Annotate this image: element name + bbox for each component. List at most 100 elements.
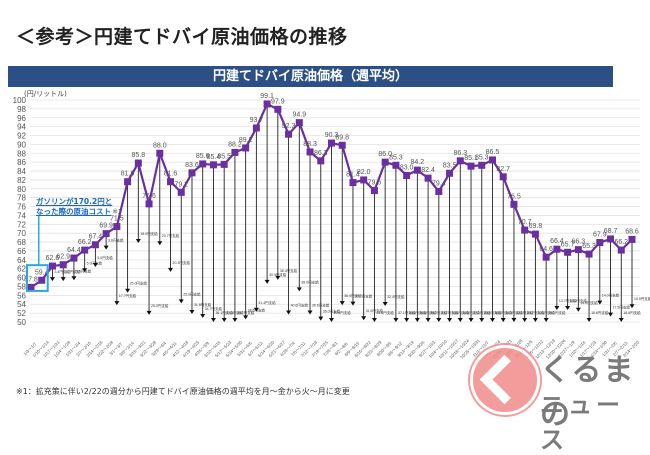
data-point [499, 173, 507, 181]
data-label: 86.3 [314, 150, 328, 157]
data-point [59, 261, 67, 269]
subsidy-arrow-head [296, 287, 302, 292]
data-point [510, 200, 518, 208]
callout-line-2: なった際の原油コスト [36, 207, 111, 216]
data-point [370, 187, 378, 195]
subsidy-arrow-head [436, 318, 442, 322]
subsidy-label: 3.4円支給 [54, 269, 70, 274]
y-tick-label: 90 [17, 140, 26, 149]
data-point [48, 262, 56, 270]
data-label: 83.5 [443, 162, 457, 169]
data-label: 86.5 [486, 149, 500, 156]
data-point [91, 241, 99, 249]
logo-text-line1: くるまの [540, 353, 636, 432]
data-label: 81.4 [346, 172, 360, 179]
data-label: 81.6 [164, 171, 178, 178]
highlight-box [26, 264, 49, 292]
subsidy-label: 17.7円支給 [119, 293, 137, 298]
data-label: 65.3 [582, 243, 596, 250]
subsidy-arrow-head [329, 318, 334, 322]
y-tick-label: 94 [17, 123, 26, 132]
subsidy-arrow-head [350, 301, 356, 306]
data-point [81, 246, 89, 254]
data-label: 71.5 [110, 216, 124, 223]
data-point [360, 176, 368, 184]
subsidy-arrow-head [200, 314, 206, 319]
subsidy-arrow-head [103, 245, 109, 250]
page-title: ＜参考＞円建てドバイ原油価格の推移 [16, 26, 348, 48]
subsidy-label: 40.6円支給 [334, 310, 352, 315]
data-point [488, 156, 496, 164]
data-label: 89.8 [335, 134, 349, 141]
subsidy-arrow-head [629, 304, 635, 309]
data-point [209, 161, 217, 169]
data-label: 67.9 [593, 232, 607, 239]
callout-annotation: ガソリンが170.2円と なった際の原油コスト [36, 197, 112, 217]
logo-circle [470, 345, 540, 415]
subsidy-arrow-head [618, 318, 624, 322]
y-tick-label: 80 [17, 185, 26, 194]
subsidy-label: 33.6円支給 [376, 310, 394, 315]
data-point [102, 230, 110, 238]
y-tick-label: 70 [17, 229, 26, 238]
subsidy-arrow-head [253, 307, 259, 312]
data-label: 66.4 [550, 238, 564, 245]
y-tick-label: 74 [17, 211, 26, 220]
subsidy-arrow-head [307, 310, 313, 315]
data-point [199, 160, 207, 168]
subsidy-arrow-head [608, 312, 614, 317]
data-point [38, 276, 46, 284]
data-label: 70.7 [518, 219, 532, 226]
y-tick-label: 86 [17, 158, 26, 167]
subsidy-arrow-head [361, 316, 367, 321]
chevron-left-icon [479, 354, 530, 405]
subsidy-arrow-head [586, 318, 592, 322]
data-label: 90.3 [325, 132, 339, 139]
subsidy-arrow-head [189, 310, 195, 315]
subsidy-arrow-head [264, 279, 270, 284]
subsidy-label: 5.0円支給 [97, 255, 113, 260]
subsidy-arrow-head [597, 300, 603, 305]
subsidy-label: 18.7円支給 [548, 310, 566, 315]
subsidy-arrow-head [468, 318, 474, 322]
data-label: 64.6 [539, 246, 553, 253]
data-point [413, 166, 421, 174]
y-tick-label: 76 [17, 203, 26, 212]
subsidy-arrow-head [339, 301, 345, 306]
subsidy-arrow-head [82, 268, 88, 273]
data-label: 66.2 [614, 239, 628, 246]
data-point [435, 187, 443, 195]
data-label: 92.3 [282, 123, 296, 130]
data-point [70, 254, 78, 262]
y-tick-label: 50 [17, 318, 26, 327]
subsidy-arrow-head [489, 318, 495, 322]
subsidy-arrow-head [382, 302, 388, 307]
subsidy-arrow-head [210, 318, 216, 322]
data-point [220, 160, 228, 168]
data-label: 89.2 [239, 137, 253, 144]
data-point [553, 245, 561, 253]
data-label: 86.3 [453, 150, 467, 157]
logo-text-line2: ニュース [540, 391, 624, 454]
data-label: 85.3 [389, 154, 403, 161]
data-label: 93.7 [250, 117, 264, 124]
subsidy-arrow-head [157, 241, 163, 246]
data-point [521, 226, 529, 234]
data-point [113, 223, 121, 231]
data-label: 84.2 [411, 159, 425, 166]
data-label: 79.4 [432, 180, 446, 187]
subsidy-arrow-head [543, 318, 549, 322]
y-tick-label: 98 [17, 105, 26, 114]
subsidy-arrow-head [286, 310, 292, 315]
kuruma-news-logo: くるまの ニュース [470, 345, 645, 454]
footnote: ※1：拡充策に伴い2/22の週分から円建てドバイ原油価格の週平均を月～金から火～… [16, 387, 350, 396]
data-point [285, 130, 293, 138]
data-label: 85.3 [475, 154, 489, 161]
subsidy-arrow-head [60, 277, 66, 282]
data-point [531, 230, 539, 238]
y-tick-label: 68 [17, 238, 26, 247]
data-label: 88.3 [303, 141, 317, 148]
data-point [145, 200, 153, 208]
data-label: 62.6 [46, 255, 60, 262]
data-label: 82.0 [357, 169, 371, 176]
